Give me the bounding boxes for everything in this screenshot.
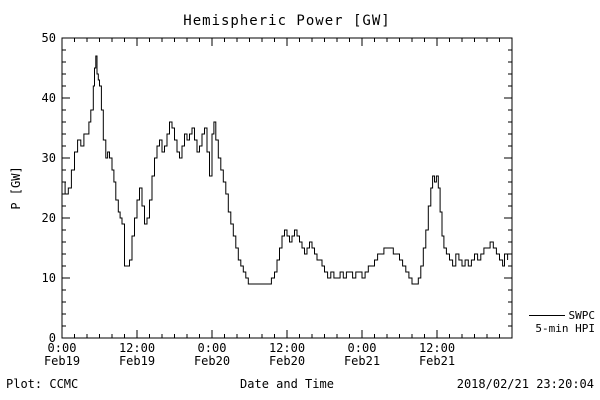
legend-series-desc: 5-min HPI bbox=[535, 322, 595, 335]
legend-row: SWPC bbox=[528, 309, 596, 322]
x-tick-label: 12:00 bbox=[119, 341, 155, 355]
timestamp: 2018/02/21 23:20:04 bbox=[456, 377, 594, 391]
axis-box bbox=[61, 37, 513, 339]
x-tick-label: 0:00 bbox=[48, 341, 77, 355]
x-tick-label: Feb21 bbox=[344, 354, 380, 368]
chart-title: Hemispheric Power [GW] bbox=[183, 13, 391, 29]
x-tick-label: 12:00 bbox=[269, 341, 305, 355]
y-tick-label: 30 bbox=[42, 151, 56, 165]
y-tick-label: 10 bbox=[42, 271, 56, 285]
x-axis-label: Date and Time bbox=[240, 377, 334, 391]
y-tick-label: 20 bbox=[42, 211, 56, 225]
x-tick-label: Feb20 bbox=[269, 354, 305, 368]
x-tick-label: Feb20 bbox=[194, 354, 230, 368]
data-line bbox=[62, 55, 509, 285]
x-tick-label: 0:00 bbox=[348, 341, 377, 355]
x-tick-label: 0:00 bbox=[198, 341, 227, 355]
plot-credit: Plot: CCMC bbox=[6, 377, 79, 391]
x-tick-label: 12:00 bbox=[419, 341, 455, 355]
legend-series-name: SWPC bbox=[568, 309, 596, 322]
x-tick-label: Feb21 bbox=[419, 354, 455, 368]
legend-line-sample bbox=[528, 315, 565, 316]
x-tick-label: Feb19 bbox=[44, 354, 80, 368]
y-tick-label: 0 bbox=[49, 331, 56, 345]
y-tick-label: 50 bbox=[42, 31, 56, 45]
legend: SWPC 5-min HPI bbox=[528, 309, 596, 335]
y-tick-label: 40 bbox=[42, 91, 56, 105]
x-tick-label: Feb19 bbox=[119, 354, 155, 368]
